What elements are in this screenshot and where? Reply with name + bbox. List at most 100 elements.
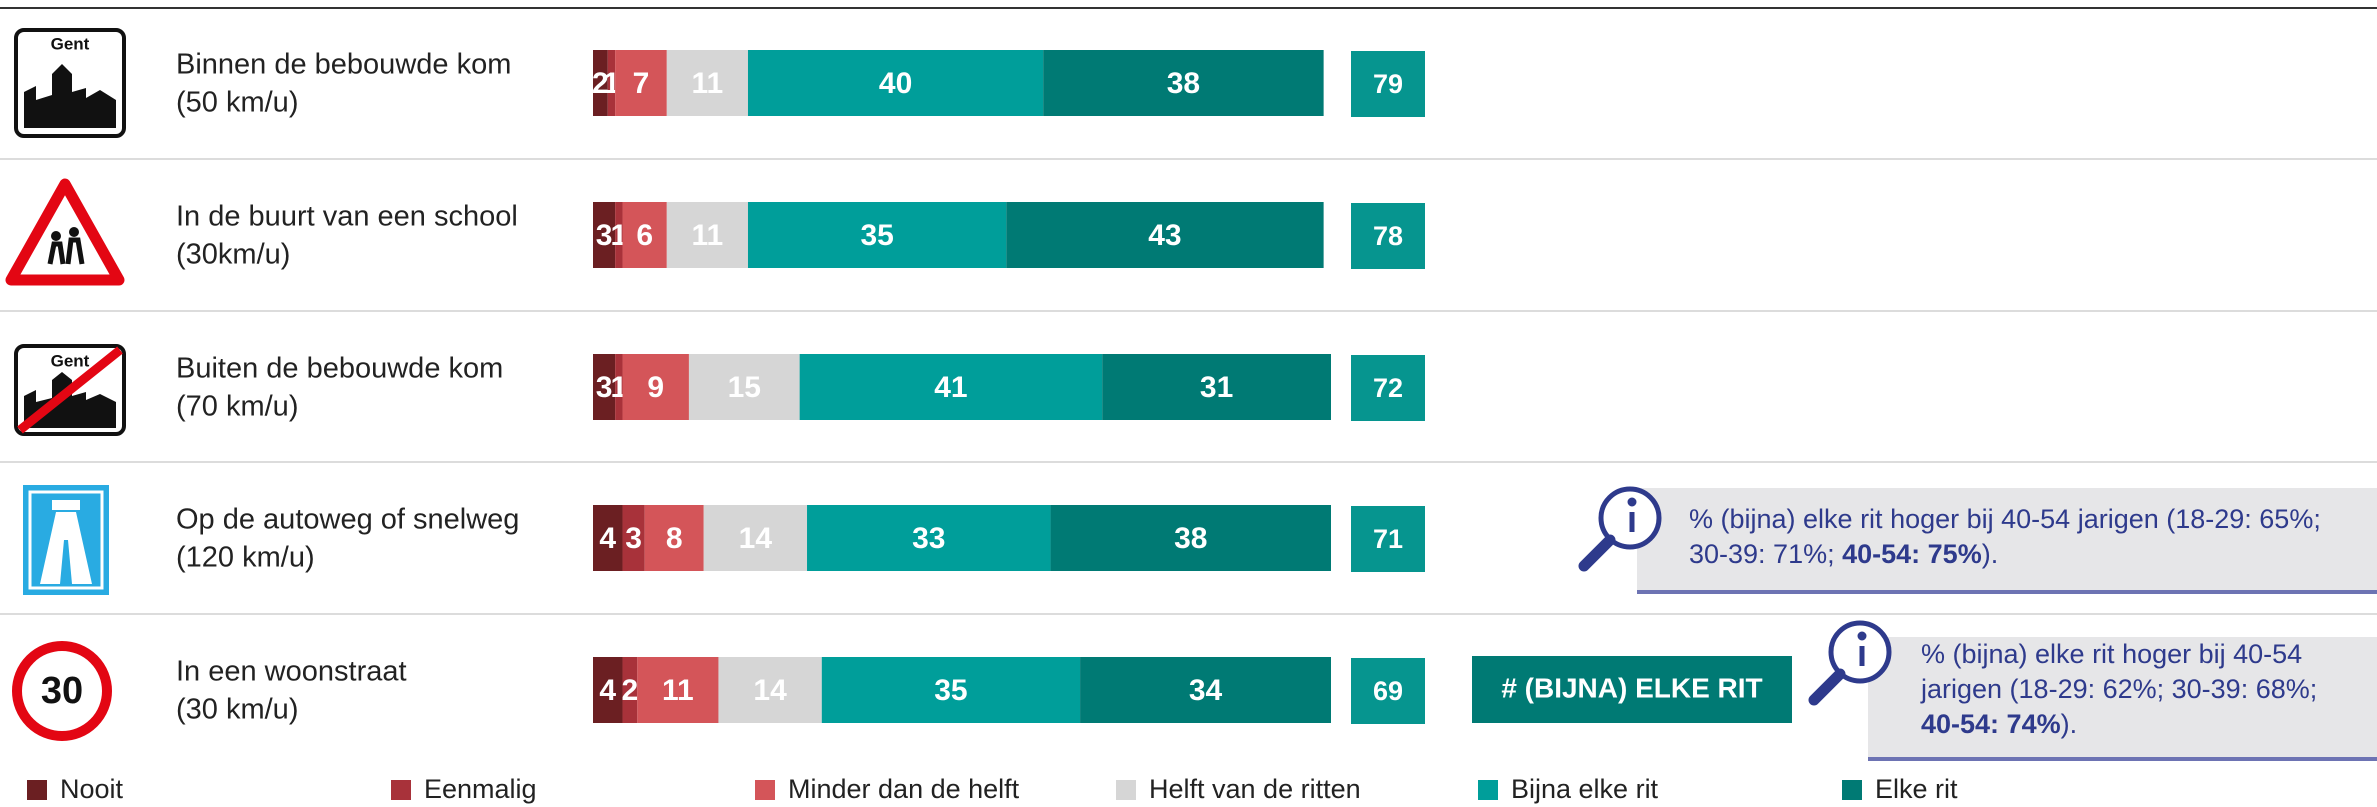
total-label: 78 [1373, 221, 1403, 251]
annotation-segment: ). [1982, 539, 1999, 569]
category-label: In een woonstraat [176, 656, 407, 688]
legend-label: Elke rit [1875, 774, 1958, 804]
end-town-sign-icon: Gent [14, 344, 126, 436]
bar-segment [718, 657, 822, 723]
value-label: 3 [596, 371, 613, 404]
bar-segment [622, 354, 689, 420]
bar-segment [622, 657, 638, 723]
legend-label: Minder dan de helft [788, 774, 1020, 804]
motorway-sign-icon [23, 485, 109, 595]
category-label: (30 km/u) [176, 694, 298, 726]
annotation-segment: ). [2061, 709, 2078, 739]
bar-segment [637, 657, 719, 723]
totals-header: # (BIJNA) ELKE RIT [1501, 672, 1762, 703]
annotation-box [1868, 637, 2377, 759]
annotation-box [1637, 488, 2377, 592]
category-label: In de buurt van een school [176, 201, 518, 233]
total-box [1351, 355, 1425, 421]
info-icons [1578, 486, 1892, 706]
bar-segment [666, 50, 748, 116]
bar-segment [615, 202, 623, 268]
total-box [1351, 51, 1425, 117]
value-label: 14 [739, 522, 773, 555]
sign-text: 30 [41, 670, 83, 712]
legend-label: Bijna elke rit [1511, 774, 1659, 804]
bar-segment [1006, 202, 1324, 268]
total-label: 69 [1373, 676, 1403, 706]
bar-segment [1043, 50, 1324, 116]
annotation-segment: 30-39: 71%; [1689, 539, 1842, 569]
value-label: 35 [860, 219, 893, 252]
annotation-segment: % (bijna) elke rit hoger bij 40-54 [1921, 639, 2302, 669]
legend-label: Eenmalig [424, 774, 537, 804]
legend-swatch [1116, 780, 1136, 800]
bar-segment [799, 354, 1103, 420]
value-label: 15 [728, 371, 761, 404]
total-label: 79 [1373, 69, 1403, 99]
total-label: 72 [1373, 373, 1403, 403]
annotation-text: % (bijna) elke rit hoger bij 40-54 jarig… [1689, 504, 2321, 534]
annotation-segment: % (bijna) elke rit hoger bij 40-54 jarig… [1689, 504, 2321, 534]
bar-segment [593, 657, 623, 723]
bar-segment [593, 505, 623, 571]
town-sign-icon: Gent [14, 28, 126, 138]
annotation-segment: 40-54: 75% [1842, 539, 1982, 569]
annotation-text: 40-54: 74%). [1921, 709, 2077, 739]
bar-segment [593, 202, 616, 268]
totals-header-box [1472, 656, 1792, 723]
value-label: 7 [633, 67, 650, 100]
value-label: 41 [934, 371, 967, 404]
bar-segment [622, 505, 645, 571]
bar-segment [666, 202, 748, 268]
value-label: 9 [647, 371, 664, 404]
value-label: 31 [1200, 371, 1233, 404]
bar-segment [821, 657, 1081, 723]
bar-segment [703, 505, 808, 571]
value-label: 8 [666, 522, 683, 555]
value-label: 33 [912, 522, 945, 555]
value-label: 14 [753, 674, 787, 707]
legend-swatch [1478, 780, 1498, 800]
value-label: 38 [1167, 67, 1200, 100]
sign-text: Gent [51, 34, 90, 53]
annotation-text: jarigen (18-29: 62%; 30-39: 68%; [1920, 674, 2317, 704]
category-label: (50 km/u) [176, 87, 298, 119]
value-label: 11 [692, 67, 724, 100]
bar-segment [747, 202, 1007, 268]
total-label: 71 [1373, 524, 1403, 554]
value-label: 11 [662, 674, 694, 707]
bar-segment [1102, 354, 1331, 420]
annotation-text: % (bijna) elke rit hoger bij 40-54 [1921, 639, 2302, 669]
annotation-segment: jarigen (18-29: 62%; 30-39: 68%; [1920, 674, 2317, 704]
bar-segment [1050, 505, 1331, 571]
bar-segment [593, 50, 608, 116]
value-label: 40 [879, 67, 912, 100]
bar-segment [688, 354, 800, 420]
value-label: 43 [1148, 219, 1181, 252]
category-label: Op de autoweg of snelweg [176, 504, 519, 536]
bar-segment [807, 505, 1051, 571]
category-label: (70 km/u) [176, 391, 298, 423]
row-separators [0, 158, 2377, 615]
value-label: 35 [934, 674, 967, 707]
total-box [1351, 203, 1425, 269]
bar-segment [615, 354, 623, 420]
value-label: 2 [592, 67, 609, 100]
legend-swatch [27, 780, 47, 800]
legend-swatch [755, 780, 775, 800]
legend-swatch [1842, 780, 1862, 800]
value-label: 4 [599, 674, 616, 707]
value-label: 11 [692, 219, 724, 252]
bar-segment [607, 50, 616, 116]
sign-text: Gent [51, 351, 90, 370]
category-label: Binnen de bebouwde kom [176, 49, 511, 81]
bar-segment [1080, 657, 1331, 723]
legend-label: Helft van de ritten [1149, 774, 1361, 804]
value-label: 3 [625, 522, 642, 555]
annotation-segment: 40-54: 74% [1921, 709, 2061, 739]
value-label: 6 [636, 219, 653, 252]
speed-sign-icon: 30 [12, 641, 112, 741]
bar-segment [747, 50, 1044, 116]
value-label: 38 [1174, 522, 1207, 555]
